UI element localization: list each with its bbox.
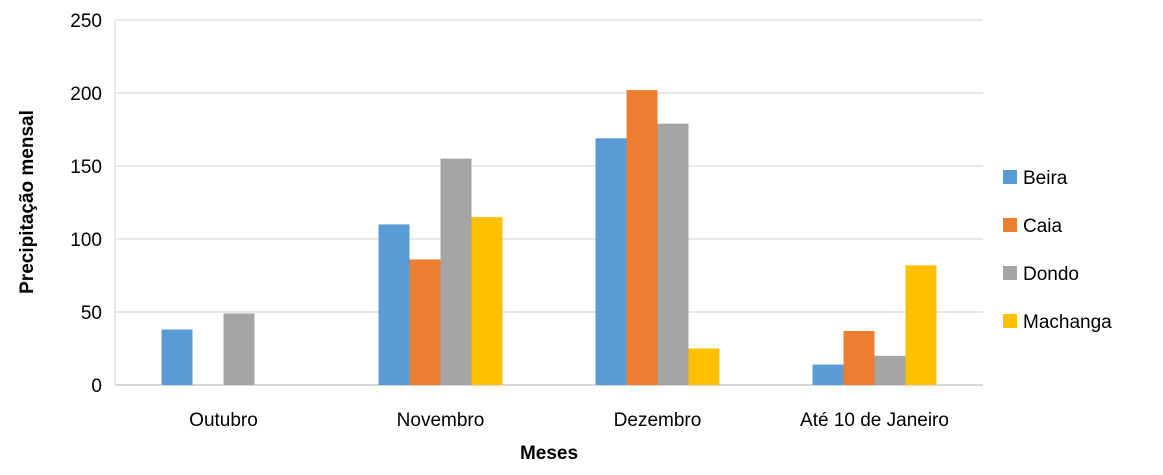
x-tick-labels: Outubro Novembro Dezembro Até 10 de Janeiro <box>189 410 949 431</box>
bar-dondo-3 <box>874 355 906 385</box>
legend-label-machanga: Machanga <box>1023 312 1112 333</box>
bar-dondo-2 <box>657 123 689 385</box>
bars <box>161 90 937 385</box>
bar-beira-0 <box>161 329 193 385</box>
legend-swatch-dondo <box>1003 266 1017 280</box>
bar-machanga-3 <box>905 265 937 385</box>
bar-beira-2 <box>595 138 627 385</box>
bar-dondo-0 <box>223 313 255 385</box>
bar-beira-1 <box>378 224 410 385</box>
x-tick-label: Novembro <box>397 410 485 431</box>
bar-caia-2 <box>626 90 658 385</box>
x-tick-label: Até 10 de Janeiro <box>800 410 949 431</box>
legend-swatch-machanga <box>1003 314 1017 328</box>
bar-caia-1 <box>409 259 441 385</box>
legend-label-caia: Caia <box>1023 216 1063 237</box>
legend-label-beira: Beira <box>1023 168 1068 189</box>
bar-dondo-1 <box>440 158 472 385</box>
y-tick-label: 150 <box>70 157 102 178</box>
y-tick-labels: 0 50 100 150 200 250 <box>70 11 102 397</box>
y-tick-label: 100 <box>70 230 102 251</box>
x-tick-label: Outubro <box>189 410 258 431</box>
bar-machanga-2 <box>688 348 720 385</box>
x-axis-title: Meses <box>520 443 578 464</box>
bar-beira-3 <box>812 364 844 385</box>
y-tick-label: 200 <box>70 84 102 105</box>
y-axis-title: Precipitação mensal <box>17 110 38 294</box>
y-tick-label: 250 <box>70 11 102 32</box>
legend-label-dondo: Dondo <box>1023 264 1079 285</box>
bar-caia-3 <box>843 330 875 385</box>
y-tick-label: 0 <box>91 376 102 397</box>
x-tick-label: Dezembro <box>614 410 702 431</box>
legend-swatch-caia <box>1003 218 1017 232</box>
legend: Beira Caia Dondo Machanga <box>1003 168 1112 333</box>
bar-machanga-1 <box>471 217 503 385</box>
legend-swatch-beira <box>1003 170 1017 184</box>
y-tick-label: 50 <box>81 303 102 324</box>
